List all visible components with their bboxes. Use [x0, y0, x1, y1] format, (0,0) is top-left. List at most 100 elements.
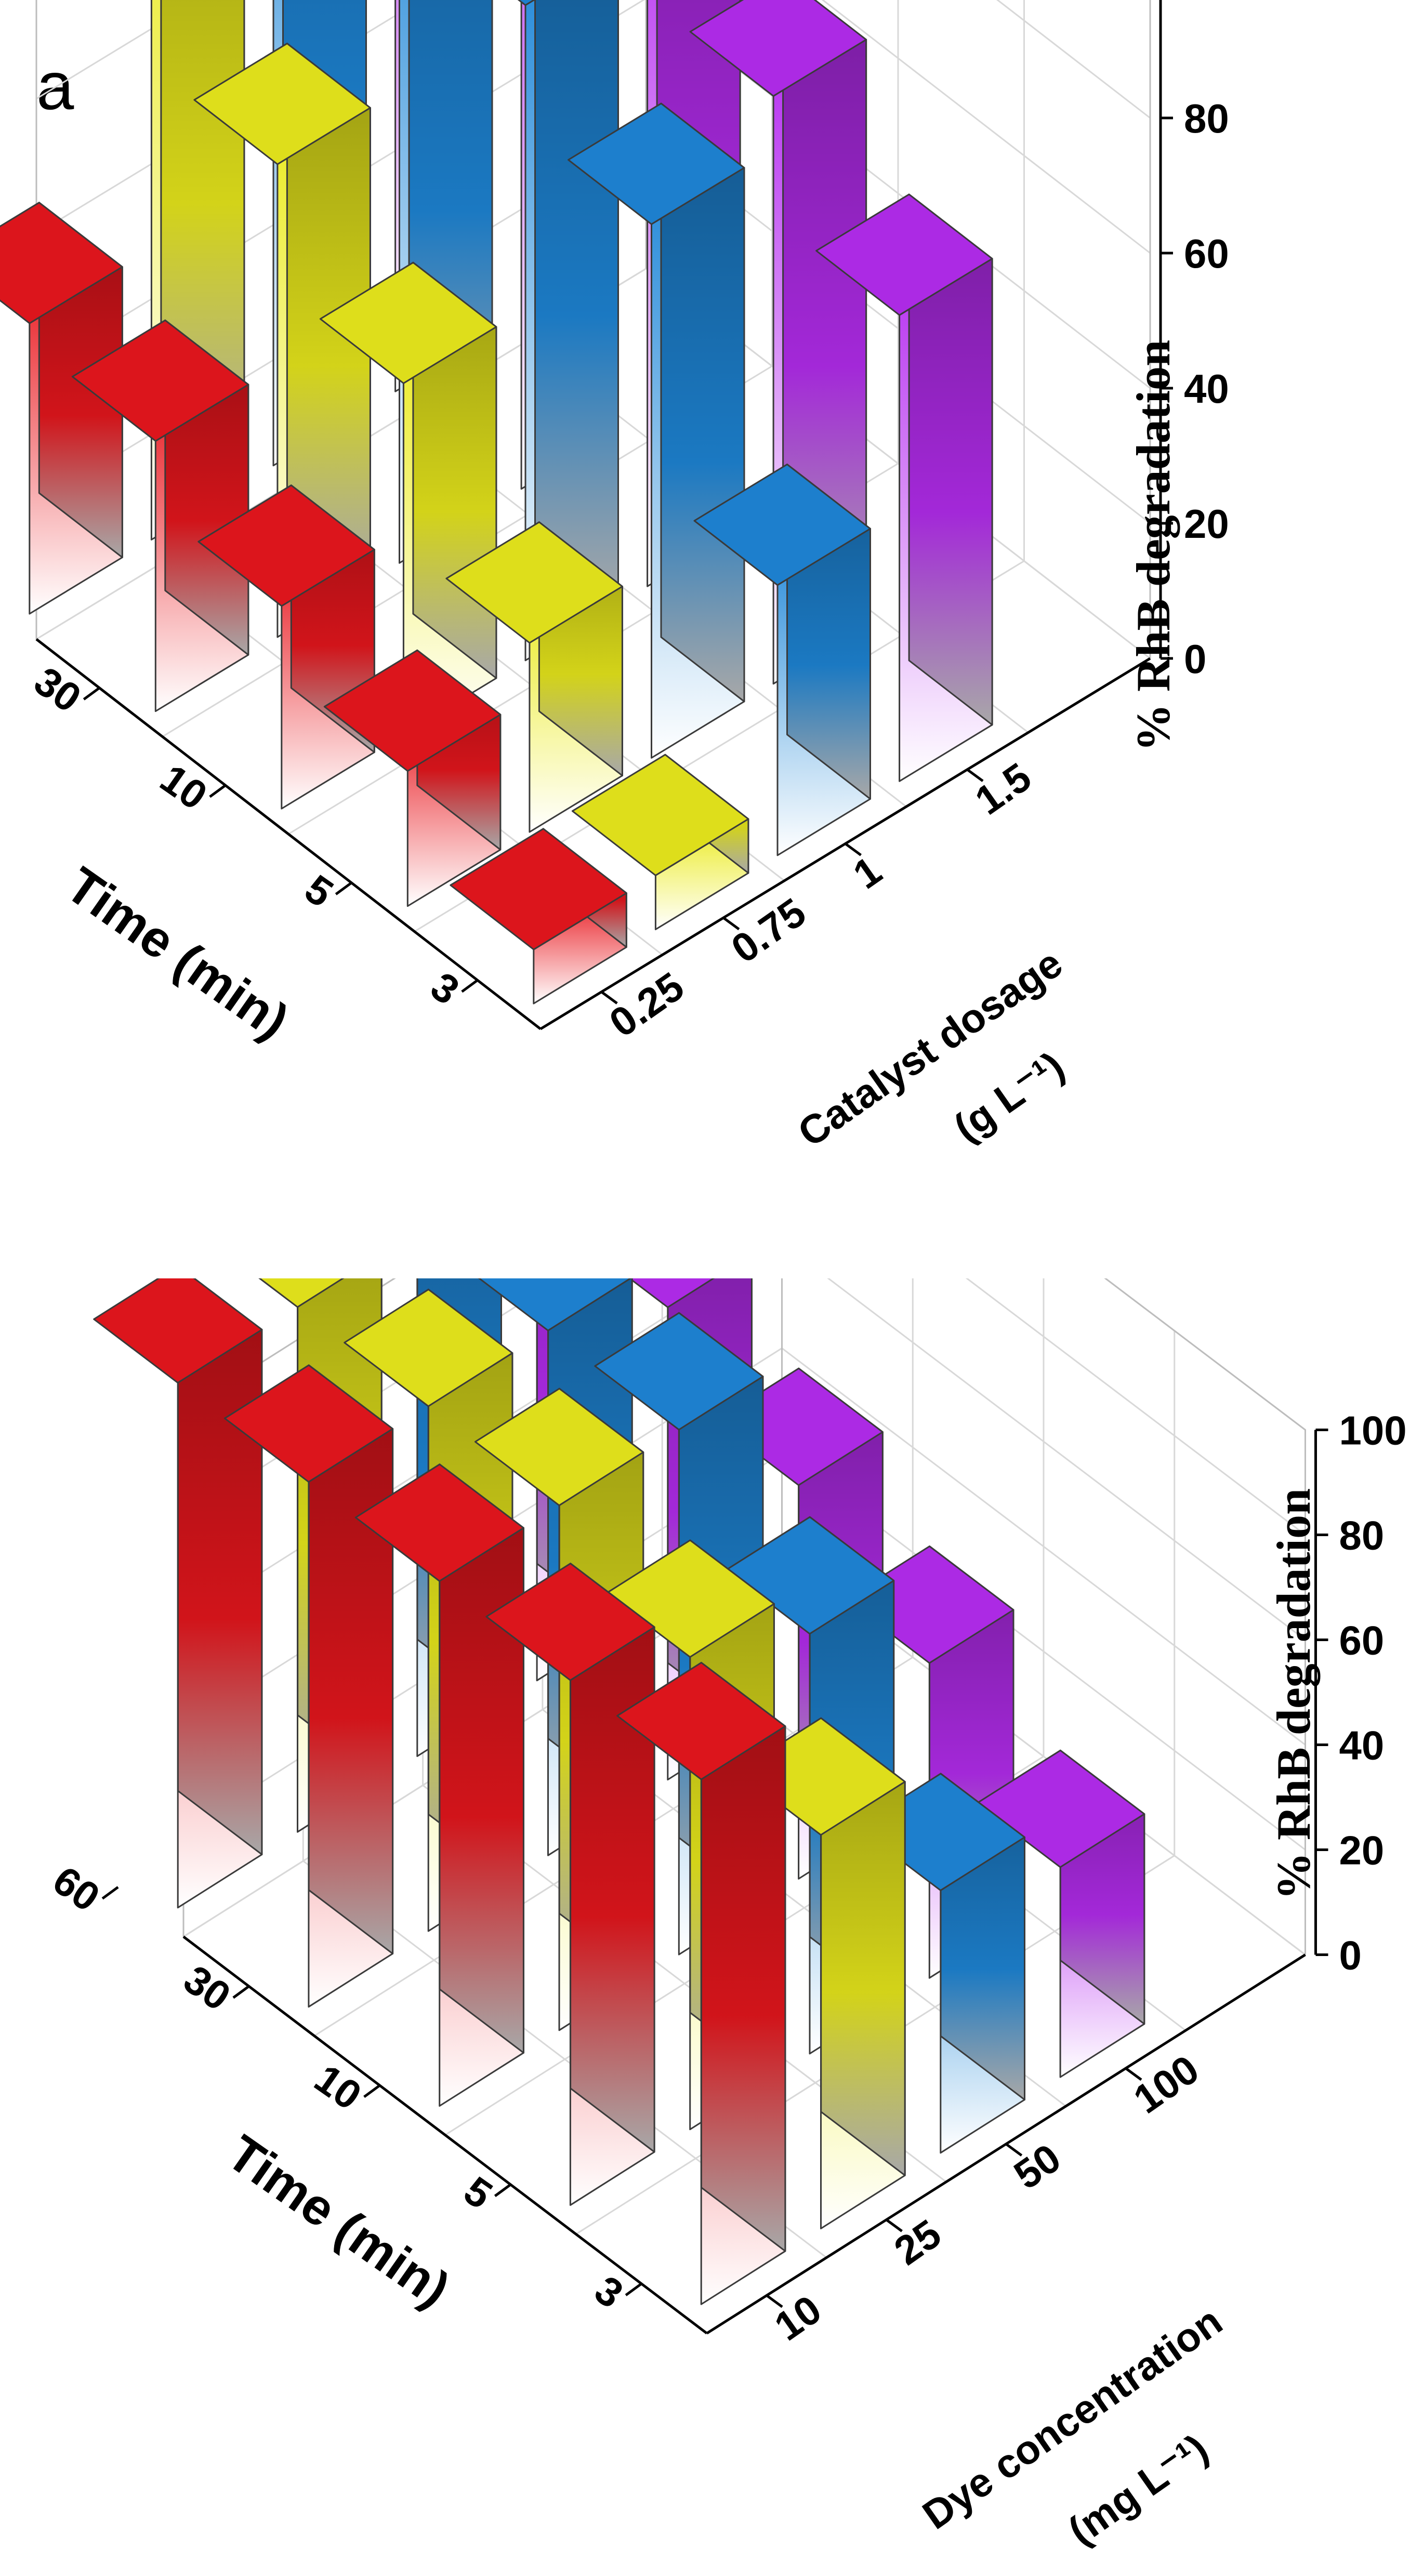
cat-axis-unit: (g L⁻¹): [945, 1042, 1072, 1150]
time-axis-line: [35, 638, 542, 1030]
z-axis-title: % RhB degradation: [1267, 1488, 1320, 1900]
bar-side: [534, 0, 619, 605]
bar-top: [0, 202, 123, 324]
cat-tick: [600, 990, 618, 1005]
bar-top: [616, 1661, 786, 1780]
bar: [354, 1463, 524, 2107]
cat-tick: [1005, 2143, 1023, 2157]
time-tick-label: 3: [423, 963, 467, 1013]
bar-top: [258, 1278, 345, 1308]
cat-axis-title: Catalyst dosage: [789, 940, 1071, 1156]
bar-top: [193, 43, 371, 165]
z-tick-label: 40: [1339, 1723, 1385, 1768]
time-axis-line: [182, 1935, 708, 2334]
time-tick-label: 3: [587, 2267, 631, 2317]
time-axis-title: Time (min): [217, 2124, 460, 2318]
bar-top: [815, 193, 993, 316]
bar: [93, 1278, 263, 1909]
cat-tick-label: 50: [1006, 2135, 1069, 2198]
bar: [693, 464, 871, 856]
time-tick-label: 60: [45, 1857, 108, 1920]
cat-tick-label: 1: [845, 847, 890, 897]
z-tick-label: 20: [1184, 501, 1229, 547]
cat-axis-unit: (mg L⁻¹): [1060, 2425, 1216, 2554]
bar-top: [93, 1278, 263, 1384]
bar: [445, 521, 623, 833]
bars: [93, 1278, 1145, 2305]
cat-tick-label: 0.75: [723, 889, 814, 972]
bar-top: [689, 0, 867, 97]
z-tick-label: 80: [1184, 96, 1229, 141]
bar-top: [628, 1278, 715, 1309]
time-tick: [232, 1985, 250, 1999]
bar: [616, 1661, 786, 2305]
time-tick: [101, 1886, 119, 1900]
bar: [568, 102, 745, 759]
bar: [197, 484, 375, 810]
z-tick-label: 0: [1184, 636, 1206, 682]
grid-line-z: [183, 1278, 1306, 1536]
z-tick-label: 80: [1339, 1513, 1385, 1558]
bar: [71, 319, 249, 712]
time-tick-label: 30: [176, 1956, 239, 2019]
bar: [323, 649, 502, 907]
cat-tick: [966, 768, 984, 782]
bar: [976, 1749, 1145, 2078]
time-tick-label: 10: [307, 2055, 370, 2119]
time-tick-label: 10: [152, 755, 216, 818]
time-tick: [83, 686, 100, 701]
bar-top: [197, 484, 375, 607]
bar-top: [354, 1463, 524, 1582]
bar: [223, 1364, 394, 2008]
time-tick: [625, 2282, 642, 2296]
z-tick-label: 100: [1339, 1408, 1407, 1454]
cat-tick-label: 0.25: [601, 963, 692, 1046]
bar-top: [571, 754, 749, 876]
cat-tick: [766, 2294, 783, 2308]
cat-tick-label: 25: [886, 2211, 950, 2274]
bar-top: [319, 261, 497, 384]
time-axis-title: Time (min): [56, 856, 299, 1050]
bar-top: [594, 1312, 764, 1431]
z-tick-label: 40: [1184, 366, 1229, 412]
bar-top: [517, 0, 536, 6]
panel-a-label: a: [36, 48, 74, 124]
z-tick-label: 0: [1339, 1933, 1362, 1978]
bar-top: [478, 1278, 632, 1331]
bar-top: [323, 649, 502, 772]
time-tick: [461, 979, 479, 993]
bar-top: [568, 102, 745, 225]
chart-b: 0 20 40 60 80 100 3 5 10 30 60 10 25 50 100 Time (min) D…: [45, 1278, 1407, 2554]
cat-tick: [845, 842, 862, 856]
z-axis-title: % RhB degradation: [1127, 340, 1180, 751]
bar-top: [693, 464, 871, 586]
time-tick-label: 5: [456, 2168, 500, 2218]
cat-tick: [722, 917, 740, 931]
time-tick: [209, 784, 227, 798]
bar-top: [485, 1563, 655, 1681]
bar-top: [223, 1364, 394, 1483]
bar: [450, 828, 627, 1005]
z-tick-label: 20: [1339, 1828, 1385, 1873]
z-tick-label: 60: [1339, 1618, 1385, 1663]
time-tick: [335, 881, 352, 895]
z-tick-label: 100: [1184, 0, 1251, 6]
bar-top: [475, 1388, 644, 1507]
bar: [815, 193, 993, 782]
cat-tick: [885, 2218, 903, 2232]
box-outline: [35, 0, 1151, 658]
bar-top: [71, 319, 249, 442]
cat-axis-title: Dye concentration: [914, 2298, 1230, 2538]
bars: [0, 0, 993, 1005]
bar-top: [445, 521, 623, 644]
time-tick-label: 5: [297, 866, 341, 916]
z-tick-label: 60: [1184, 231, 1229, 276]
time-tick-label: 30: [26, 658, 89, 721]
time-tick: [494, 2183, 511, 2197]
bar: [0, 202, 123, 615]
cat-tick: [1125, 2067, 1142, 2081]
bar: [736, 1717, 906, 2229]
